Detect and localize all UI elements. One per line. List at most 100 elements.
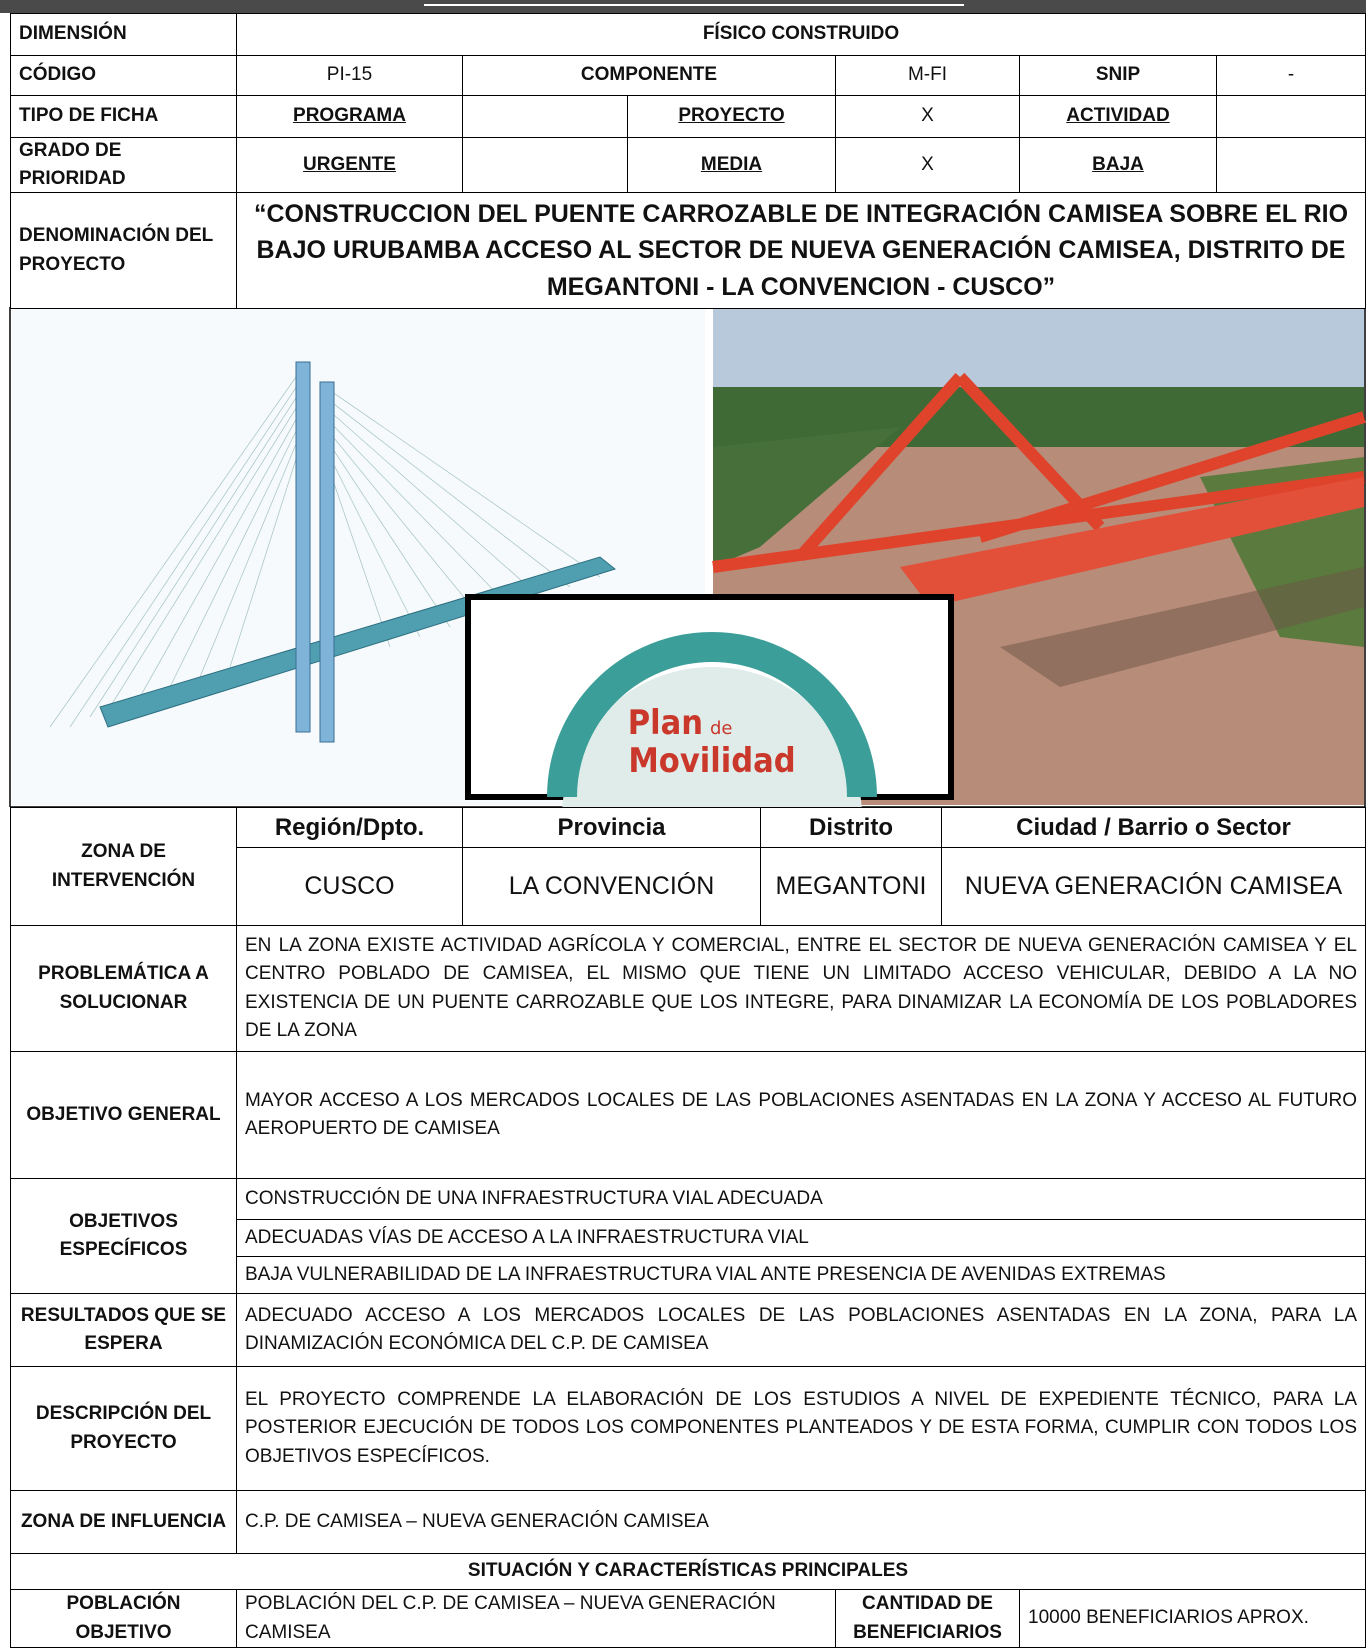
value: “CONSTRUCCION DEL PUENTE CARROZABLE DE I… (236, 192, 1366, 309)
top-bar (0, 0, 1366, 13)
label: RESULTADOS QUE SE ESPERA (10, 1293, 237, 1367)
cell-text: MEGANTONI (775, 871, 927, 900)
option-mark (1216, 95, 1366, 138)
cell-text: MAYOR ACCESO A LOS MERCADOS LOCALES DE L… (245, 1089, 1357, 1140)
cell-text: EL PROYECTO COMPRENDE LA ELABORACIÓN DE … (245, 1388, 1357, 1467)
value: EL PROYECTO COMPRENDE LA ELABORACIÓN DE … (236, 1366, 1366, 1491)
cell-text: TIPO DE FICHA (19, 105, 159, 127)
value: MEGANTONI (760, 847, 942, 926)
cell-text: DIMENSIÓN (19, 23, 127, 45)
cell-text: ADECUADAS VÍAS DE ACCESO A LA INFRAESTRU… (245, 1226, 809, 1248)
cell-text: CONSTRUCCIÓN DE UNA INFRAESTRUCTURA VIAL… (245, 1187, 823, 1209)
value: PI-15 (236, 55, 463, 96)
bridge-photo (712, 309, 1366, 805)
cell-text: M-FI (907, 64, 948, 86)
cell-text: BAJA (1092, 153, 1144, 175)
cell-text: X (921, 153, 934, 175)
cell-text: Provincia (557, 813, 666, 841)
logo-small: de (710, 718, 733, 739)
cell-text: “CONSTRUCCION DEL PUENTE CARROZABLE DE I… (253, 200, 1349, 301)
cell-text: C.P. DE CAMISEA – NUEVA GENERACIÓN CAMIS… (245, 1510, 709, 1532)
value: FÍSICO CONSTRUIDO (236, 13, 1366, 56)
value: - (1216, 55, 1366, 96)
option: BAJA (1019, 137, 1217, 193)
cell-text: SNIP (1095, 64, 1141, 86)
value: ADECUADO ACCESO A LOS MERCADOS LOCALES D… (236, 1293, 1366, 1367)
label: ZONA DE INFLUENCIA (10, 1490, 237, 1554)
label: SNIP (1019, 55, 1217, 96)
cell-text: ZONA DE INFLUENCIA (20, 1510, 227, 1532)
logo-word1: Plan (628, 703, 703, 743)
option: PROGRAMA (236, 95, 463, 138)
cell-text: MEDIA (700, 153, 763, 175)
cell-text: X (921, 105, 934, 127)
header: Provincia (462, 807, 761, 848)
item: ADECUADAS VÍAS DE ACCESO A LA INFRAESTRU… (236, 1219, 1366, 1257)
cell-text: PI-15 (326, 64, 373, 86)
cell-text: GRADO DE PRIORIDAD (19, 139, 126, 190)
label: COMPONENTE (462, 55, 836, 96)
cell-text: BAJA VULNERABILIDAD DE LA INFRAESTRUCTUR… (245, 1263, 1166, 1285)
cell-text: SITUACIÓN Y CARACTERÍSTICAS PRINCIPALES (467, 1560, 909, 1582)
label: OBJETIVO GENERAL (10, 1051, 237, 1179)
option: URGENTE (236, 137, 463, 193)
value: M-FI (835, 55, 1020, 96)
cell-text: RESULTADOS QUE SE ESPERA (20, 1304, 227, 1355)
cell-text: 10000 BENEFICIARIOS APROX. (1028, 1607, 1309, 1629)
label: DIMENSIÓN (10, 13, 237, 56)
cell-text: POBLACIÓN OBJETIVO (66, 1593, 181, 1643)
value: LA CONVENCIÓN (462, 847, 761, 926)
cell-text: CÓDIGO (19, 64, 97, 86)
cell-text: EN LA ZONA EXISTE ACTIVIDAD AGRÍCOLA Y C… (245, 934, 1357, 1042)
label: OBJETIVOS ESPECÍFICOS (10, 1178, 237, 1294)
value: C.P. DE CAMISEA – NUEVA GENERACIÓN CAMIS… (236, 1490, 1366, 1554)
header: Ciudad / Barrio o Sector (941, 807, 1366, 848)
cell-text: Distrito (809, 813, 893, 841)
cell-text: PROGRAMA (293, 105, 406, 127)
cell-text: CUSCO (304, 871, 395, 900)
label: DESCRIPCIÓN DEL PROYECTO (10, 1366, 237, 1491)
section-title: SITUACIÓN Y CARACTERÍSTICAS PRINCIPALES (10, 1553, 1366, 1590)
item: BAJA VULNERABILIDAD DE LA INFRAESTRUCTUR… (236, 1256, 1366, 1294)
value: MAYOR ACCESO A LOS MERCADOS LOCALES DE L… (236, 1051, 1366, 1179)
value: NUEVA GENERACIÓN CAMISEA (941, 847, 1366, 926)
cell-text: CANTIDAD DE BENEFICIARIOS (853, 1593, 1002, 1643)
cell-text: OBJETIVO GENERAL (26, 1103, 221, 1125)
cell-text: ADECUADO ACCESO A LOS MERCADOS LOCALES D… (245, 1304, 1357, 1355)
header: Distrito (760, 807, 942, 848)
label: CÓDIGO (10, 55, 237, 96)
cell-text: DENOMINACIÓN DEL PROYECTO (19, 225, 213, 275)
option-mark (1216, 137, 1366, 193)
cell-text: PROYECTO (678, 105, 785, 127)
cell-text: - (1287, 64, 1295, 86)
cell-text: COMPONENTE (580, 64, 718, 86)
cell-text: URGENTE (303, 153, 396, 175)
option-mark: X (835, 95, 1020, 138)
label: TIPO DE FICHA (10, 95, 237, 138)
cell-text: OBJETIVOS ESPECÍFICOS (59, 1210, 188, 1261)
cell-text: FÍSICO CONSTRUIDO (702, 23, 900, 45)
cell-text: NUEVA GENERACIÓN CAMISEA (964, 871, 1343, 900)
option: ACTIVIDAD (1019, 95, 1217, 138)
cell-text: ACTIVIDAD (1066, 105, 1170, 127)
option-mark (462, 137, 628, 193)
value: EN LA ZONA EXISTE ACTIVIDAD AGRÍCOLA Y C… (236, 925, 1366, 1052)
logo: Plan de Movilidad (465, 594, 954, 807)
cell-text: POBLACIÓN DEL C.P. DE CAMISEA – NUEVA GE… (245, 1593, 776, 1643)
cell-text: DESCRIPCIÓN DEL PROYECTO (35, 1403, 212, 1453)
cell-text: LA CONVENCIÓN (508, 871, 715, 900)
item: CONSTRUCCIÓN DE UNA INFRAESTRUCTURA VIAL… (236, 1178, 1366, 1220)
option: MEDIA (627, 137, 836, 193)
label: CANTIDAD DE BENEFICIARIOS (835, 1589, 1020, 1648)
option-mark: X (835, 137, 1020, 193)
logo-word2: Movilidad (628, 741, 795, 781)
label: DENOMINACIÓN DEL PROYECTO (10, 192, 237, 309)
value: POBLACIÓN DEL C.P. DE CAMISEA – NUEVA GE… (236, 1589, 836, 1648)
option: PROYECTO (627, 95, 836, 138)
label: ZONA DE INTERVENCIÓN (10, 807, 237, 926)
cell-text: ZONA DE INTERVENCIÓN (51, 841, 196, 891)
images: Plan de Movilidad (9, 307, 1366, 807)
cell-text: Región/Dpto. (274, 813, 425, 841)
label: PROBLEMÁTICA A SOLUCIONAR (10, 925, 237, 1052)
